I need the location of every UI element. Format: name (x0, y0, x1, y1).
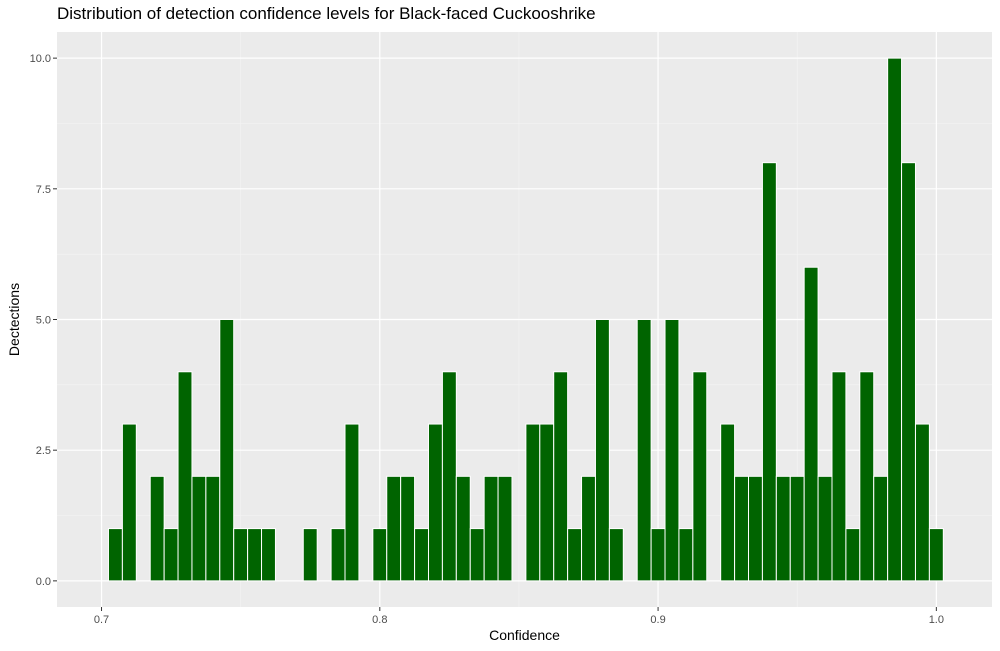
histogram-bar (107, 528, 123, 582)
histogram-bar (553, 371, 569, 582)
histogram-bar (734, 475, 750, 582)
y-axis: 0.0 2.5 5.0 7.5 10.0 (30, 53, 57, 588)
y-axis-title: Dectections (6, 283, 22, 356)
bars-group (107, 57, 944, 582)
histogram-bar (261, 528, 276, 582)
histogram-bar (761, 162, 777, 582)
histogram-bar (636, 319, 652, 582)
histogram-bar (928, 528, 944, 582)
histogram-bar (497, 475, 513, 582)
histogram-bar (887, 57, 903, 582)
histogram-bar (525, 423, 541, 582)
histogram-bar (441, 371, 457, 582)
histogram-bar (831, 371, 847, 582)
histogram-bar (469, 528, 485, 582)
histogram-bar (233, 528, 249, 582)
histogram-bar (748, 475, 763, 582)
histogram-bar (873, 475, 889, 582)
histogram-bar (539, 423, 555, 582)
chart-title: Distribution of detection confidence lev… (57, 4, 596, 23)
histogram-bar (205, 475, 221, 582)
histogram-bar (859, 371, 875, 582)
histogram-bar (803, 266, 819, 582)
histogram-bar (121, 423, 137, 582)
x-axis-title: Confidence (489, 627, 560, 643)
histogram-bar (330, 528, 346, 582)
histogram-bar (594, 319, 610, 582)
histogram-bar (386, 475, 402, 582)
histogram-bar (664, 319, 680, 582)
histogram-bar (817, 475, 833, 582)
histogram-bar (177, 371, 193, 582)
histogram-bar (845, 528, 861, 582)
histogram-bar (720, 423, 736, 582)
x-tick-label: 0.9 (650, 614, 665, 626)
histogram-bar (414, 528, 429, 582)
x-tick-label: 1.0 (929, 614, 944, 626)
histogram-bar (400, 475, 416, 582)
histogram-bar (247, 528, 263, 582)
y-tick-label: 10.0 (30, 53, 51, 65)
histogram-bar (427, 423, 443, 582)
histogram-bar (581, 475, 596, 582)
histogram-bar (344, 423, 360, 582)
x-axis: 0.7 0.8 0.9 1.0 (94, 607, 944, 626)
histogram-bar (219, 319, 235, 582)
histogram-bar (775, 475, 791, 582)
histogram-bar (650, 528, 666, 582)
y-tick-label: 5.0 (36, 315, 51, 327)
y-tick-label: 2.5 (36, 445, 51, 457)
y-tick-label: 7.5 (36, 184, 51, 196)
histogram-bar (789, 475, 805, 582)
histogram-bar (608, 528, 624, 582)
x-tick-label: 0.8 (372, 614, 387, 626)
histogram-bar (567, 528, 583, 582)
x-tick-label: 0.7 (94, 614, 109, 626)
histogram-bar (302, 528, 318, 582)
histogram-bar (901, 162, 916, 582)
histogram-bar (692, 371, 708, 582)
histogram-bar (372, 528, 388, 582)
y-tick-label: 0.0 (36, 576, 51, 588)
histogram-bar (163, 528, 179, 582)
histogram-bar (149, 475, 165, 582)
histogram-bar (678, 528, 694, 582)
histogram-bar (191, 475, 207, 582)
histogram-bar (483, 475, 499, 582)
histogram-bar (914, 423, 930, 582)
histogram-bar (455, 475, 471, 582)
